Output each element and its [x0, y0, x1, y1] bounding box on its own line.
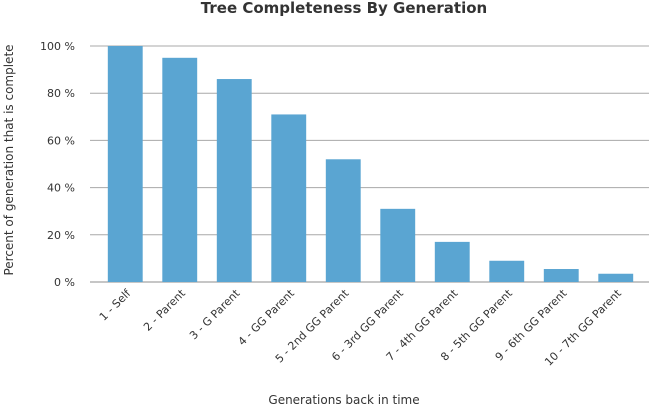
- bar: [107, 46, 143, 282]
- chart-title: Tree Completeness By Generation: [201, 0, 487, 17]
- x-tick-label: 4 - GG Parent: [236, 286, 298, 348]
- bar: [271, 114, 307, 282]
- bar: [380, 208, 416, 282]
- bar: [325, 159, 361, 282]
- x-axis-label: Generations back in time: [268, 393, 419, 406]
- bar: [162, 57, 198, 282]
- y-tick-label: 20 %: [47, 229, 75, 242]
- y-axis-ticks: 0 % 20 % 40 % 60 % 80 % 100 %: [40, 40, 75, 289]
- y-tick-label: 0 %: [54, 276, 75, 289]
- y-tick-label: 80 %: [47, 87, 75, 100]
- bar: [598, 273, 634, 282]
- y-tick-label: 60 %: [47, 134, 75, 147]
- bar: [489, 260, 525, 282]
- x-tick-label: 2 - Parent: [141, 286, 188, 333]
- bars: [107, 46, 634, 282]
- bar: [216, 79, 252, 282]
- bar: [434, 241, 470, 282]
- x-tick-label: 3 - G Parent: [187, 286, 243, 342]
- y-tick-label: 100 %: [40, 40, 75, 53]
- bar: [543, 269, 579, 282]
- y-axis-label: Percent of generation that is complete: [2, 44, 16, 275]
- x-tick-label: 1 - Self: [97, 286, 134, 323]
- y-tick-label: 40 %: [47, 182, 75, 195]
